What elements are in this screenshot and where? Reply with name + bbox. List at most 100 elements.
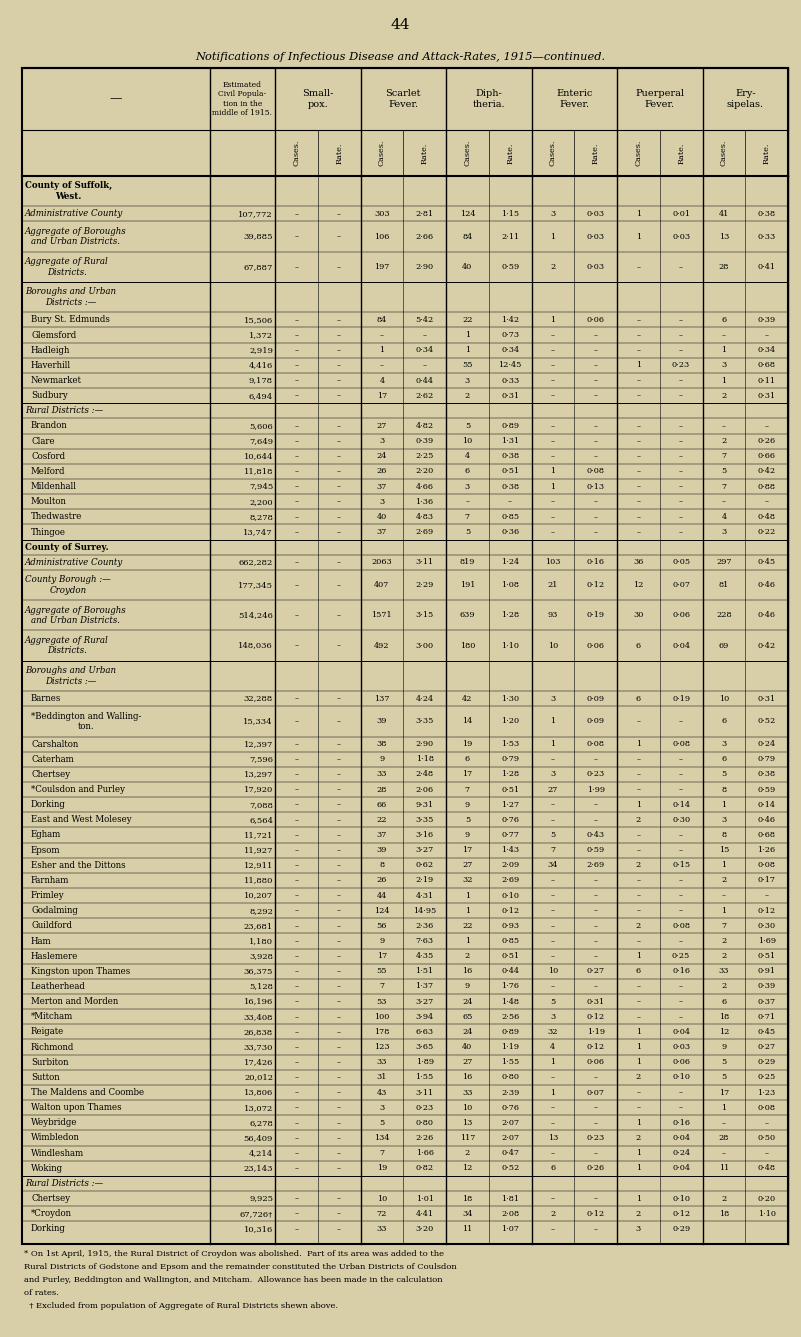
Text: –: – [594,1225,598,1233]
Text: –: – [294,1088,299,1096]
Text: 0·48: 0·48 [758,1165,775,1173]
Text: –: – [679,755,683,763]
Text: 9·31: 9·31 [416,801,433,809]
Text: –: – [551,332,555,340]
Text: 0·03: 0·03 [672,233,690,241]
Text: –: – [294,437,299,445]
Text: –: – [636,1103,641,1111]
Text: 0·08: 0·08 [672,741,690,749]
Text: –: – [294,497,299,505]
Text: 2·90: 2·90 [416,263,433,271]
Text: 2: 2 [721,877,727,885]
Text: 1·18: 1·18 [416,755,433,763]
Text: 33: 33 [462,1088,473,1096]
Text: –: – [337,937,341,945]
Text: –: – [294,377,299,385]
Text: 1·53: 1·53 [501,741,519,749]
Text: 0·46: 0·46 [758,816,775,824]
Text: Reigate: Reigate [31,1027,64,1036]
Text: Rate.: Rate. [677,142,685,163]
Text: 33: 33 [376,1225,387,1233]
Text: 11: 11 [462,1225,473,1233]
Text: –: – [636,422,641,431]
Text: –: – [551,952,555,960]
Text: 0·24: 0·24 [672,1148,690,1157]
Text: –: – [294,983,299,991]
Text: Cases.: Cases. [549,140,557,166]
Text: –: – [636,483,641,491]
Text: 13,806: 13,806 [244,1088,273,1096]
Text: 6: 6 [722,997,727,1005]
Text: –: – [337,1043,341,1051]
Text: 0·41: 0·41 [758,263,775,271]
Text: 1: 1 [722,861,727,869]
Text: 1·66: 1·66 [416,1148,433,1157]
Text: –: – [294,1012,299,1020]
Text: 1: 1 [636,952,641,960]
Text: 0·12: 0·12 [586,1012,605,1020]
Text: 1·76: 1·76 [501,983,519,991]
Text: 0·01: 0·01 [672,210,690,218]
Text: 33: 33 [376,770,387,778]
Text: 197: 197 [374,263,389,271]
Text: County of Suffolk,
West.: County of Suffolk, West. [25,182,112,201]
Text: 6: 6 [636,642,641,650]
Text: –: – [594,332,598,340]
Text: –: – [636,497,641,505]
Text: –: – [679,452,683,460]
Text: 4: 4 [722,513,727,521]
Text: 514,246: 514,246 [238,611,273,619]
Text: –: – [679,1012,683,1020]
Text: 5: 5 [721,1074,727,1082]
Text: 7,945: 7,945 [249,483,273,491]
Text: 0·59: 0·59 [758,786,775,794]
Text: 0·33: 0·33 [501,377,519,385]
Text: –: – [722,332,726,340]
Text: –: – [636,906,641,915]
Text: 2·26: 2·26 [416,1134,434,1142]
Text: 0·06: 0·06 [672,1058,690,1066]
Text: –: – [636,513,641,521]
Text: –: – [765,892,769,900]
Text: 1: 1 [722,1103,727,1111]
Text: –: – [337,801,341,809]
Text: –: – [337,952,341,960]
Text: –: – [337,983,341,991]
Text: 15,334: 15,334 [244,718,273,726]
Text: 0·27: 0·27 [586,967,605,975]
Text: 17: 17 [462,846,473,854]
Text: 0·39: 0·39 [758,983,775,991]
Text: 0·42: 0·42 [758,468,775,476]
Text: 0·31: 0·31 [758,695,775,703]
Text: –: – [294,1119,299,1127]
Text: 0·26: 0·26 [586,1165,605,1173]
Text: 1: 1 [722,906,727,915]
Text: 2·06: 2·06 [416,786,433,794]
Text: 4·24: 4·24 [416,695,433,703]
Text: 1: 1 [636,801,641,809]
Text: Epsom: Epsom [31,845,61,854]
Text: Cosford: Cosford [31,452,65,461]
Text: 18: 18 [462,1194,473,1202]
Text: Ery-
sipelas.: Ery- sipelas. [727,90,764,108]
Text: –: – [636,846,641,854]
Text: 19: 19 [462,741,473,749]
Text: –: – [294,997,299,1005]
Text: –: – [337,861,341,869]
Text: *Beddington and Walling-
ton.: *Beddington and Walling- ton. [31,711,141,731]
Text: 5: 5 [465,816,470,824]
Text: of rates.: of rates. [24,1289,58,1297]
Text: 4,214: 4,214 [249,1148,273,1157]
Text: 7: 7 [722,452,727,460]
Text: –: – [294,392,299,400]
Text: Glemsford: Glemsford [31,330,76,340]
Text: 2: 2 [465,1148,470,1157]
Text: –: – [594,361,598,369]
Text: 1571: 1571 [372,611,392,619]
Text: 0·12: 0·12 [501,906,519,915]
Text: Rate.: Rate. [421,142,429,163]
Text: 3: 3 [465,483,470,491]
Text: –: – [294,1134,299,1142]
Text: 6: 6 [722,316,727,324]
Text: –: – [465,497,469,505]
